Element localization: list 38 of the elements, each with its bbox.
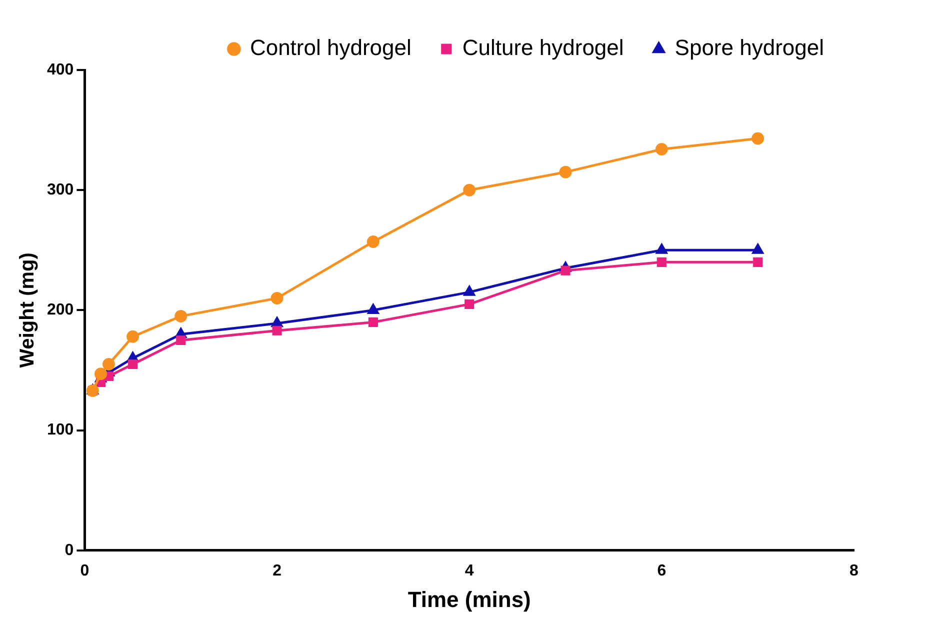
x-tick-label: 2 bbox=[272, 562, 282, 580]
point bbox=[94, 368, 108, 380]
legend-label: Culture hydrogel bbox=[462, 35, 624, 60]
point bbox=[560, 266, 570, 276]
point bbox=[271, 317, 283, 328]
point bbox=[270, 292, 284, 304]
point bbox=[368, 304, 379, 314]
y-tick-label: 200 bbox=[46, 302, 74, 319]
point bbox=[753, 257, 763, 267]
point bbox=[559, 166, 572, 178]
y-tick-label: 0 bbox=[64, 542, 74, 559]
point bbox=[102, 358, 115, 370]
y-axis-title: Weight (mg) bbox=[16, 252, 39, 368]
point bbox=[752, 132, 764, 145]
point bbox=[176, 335, 186, 346]
point bbox=[463, 184, 476, 196]
legend-label: Control hydrogel bbox=[250, 35, 412, 60]
point bbox=[464, 286, 475, 296]
point bbox=[464, 299, 474, 309]
x-tick-label: 4 bbox=[464, 562, 474, 580]
y-tick-label: 400 bbox=[46, 61, 74, 78]
x-axis-title: Time (mins) bbox=[408, 586, 531, 612]
point bbox=[174, 310, 188, 322]
point bbox=[128, 359, 138, 370]
point bbox=[368, 317, 378, 327]
point bbox=[656, 244, 668, 254]
x-tick-label: 0 bbox=[80, 562, 90, 580]
point bbox=[126, 330, 140, 343]
legend-label: Spore hydrogel bbox=[674, 35, 824, 60]
point bbox=[272, 326, 282, 336]
point bbox=[656, 257, 666, 267]
x-tick-label: 6 bbox=[657, 562, 666, 580]
point bbox=[752, 244, 764, 254]
point bbox=[655, 143, 668, 156]
y-tick-label: 100 bbox=[46, 422, 74, 439]
point bbox=[366, 235, 380, 248]
y-tick-label: 300 bbox=[46, 182, 74, 199]
x-tick-label: 8 bbox=[850, 562, 859, 580]
